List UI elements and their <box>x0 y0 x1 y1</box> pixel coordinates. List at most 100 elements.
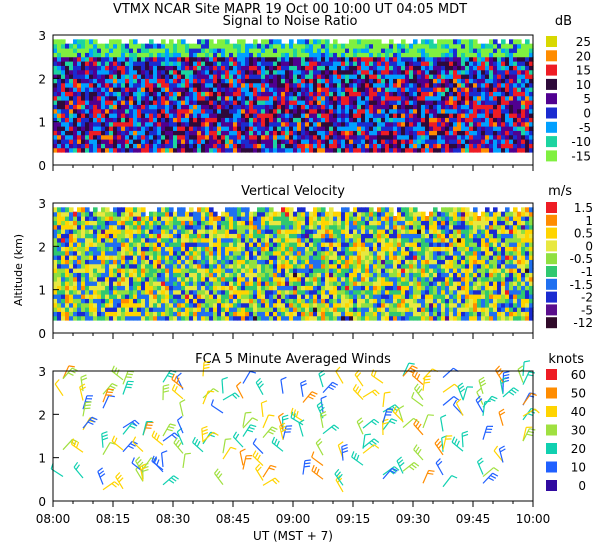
heat-cell <box>105 43 110 49</box>
heat-cell <box>297 147 302 153</box>
heat-cell <box>309 259 314 265</box>
heat-cell <box>189 311 194 317</box>
heat-cell <box>257 78 262 84</box>
heat-cell <box>413 143 418 149</box>
heat-cell <box>185 298 190 304</box>
heat-cell <box>105 237 110 243</box>
heat-cell <box>297 117 302 123</box>
heat-cell <box>345 56 350 62</box>
heat-cell <box>277 233 282 239</box>
heat-cell <box>57 69 62 75</box>
heat-cell <box>241 147 246 153</box>
heat-cell <box>265 263 270 269</box>
heat-cell <box>93 285 98 291</box>
heat-cell <box>333 211 338 217</box>
heat-cell <box>189 87 194 92</box>
heat-cell <box>245 48 250 53</box>
heat-cell <box>365 82 370 88</box>
heat-cell <box>317 289 322 295</box>
heat-cell <box>241 134 246 140</box>
heat-cell <box>285 294 290 299</box>
heat-cell <box>317 276 322 282</box>
heat-cell <box>405 121 410 127</box>
heat-cell <box>341 117 346 123</box>
heat-cell <box>341 134 346 140</box>
heat-cell <box>285 147 290 153</box>
heat-cell <box>525 61 530 66</box>
heat-cell <box>345 100 350 105</box>
heat-cell <box>121 229 126 234</box>
heat-cell <box>309 311 314 317</box>
heat-cell <box>493 130 498 136</box>
heat-cell <box>133 113 138 118</box>
heat-cell <box>353 100 358 105</box>
heat-cell <box>277 268 282 273</box>
heat-cell <box>201 139 206 144</box>
heat-cell <box>65 216 70 221</box>
heat-cell <box>133 272 138 278</box>
heat-cell <box>141 211 146 217</box>
heat-cell <box>229 237 234 243</box>
heat-cell <box>129 104 134 110</box>
heat-cell <box>289 61 294 66</box>
heat-cell <box>201 276 206 282</box>
heat-cell <box>101 216 106 221</box>
heat-cell <box>469 139 474 144</box>
heat-cell <box>253 52 258 58</box>
heat-cell <box>317 211 322 217</box>
heat-cell <box>125 302 130 308</box>
heat-cell <box>237 315 242 321</box>
heat-cell <box>513 134 518 140</box>
heat-cell <box>93 100 98 105</box>
heat-cell <box>429 78 434 84</box>
heat-cell <box>353 48 358 53</box>
heat-cell <box>285 143 290 149</box>
heat-cell <box>141 134 146 140</box>
heat-cell <box>133 104 138 110</box>
heat-cell <box>309 250 314 256</box>
heat-cell <box>417 121 422 127</box>
heat-cell <box>221 43 226 49</box>
heat-cell <box>289 91 294 97</box>
heat-cell <box>113 211 118 217</box>
heat-cell <box>109 263 114 269</box>
heat-cell <box>281 263 286 269</box>
heat-cell <box>177 216 182 221</box>
heat-cell <box>421 95 426 101</box>
heat-cell <box>525 95 530 101</box>
heat-cell <box>61 87 66 92</box>
heat-cell <box>493 65 498 71</box>
heat-cell <box>301 91 306 97</box>
heat-cell <box>93 233 98 239</box>
heat-cell <box>61 113 66 118</box>
heat-cell <box>193 302 198 308</box>
heat-cell <box>73 78 78 84</box>
heat-cell <box>193 69 198 75</box>
heat-cell <box>165 272 170 278</box>
heat-cell <box>305 216 310 221</box>
heat-cell <box>397 82 402 88</box>
heat-cell <box>237 74 242 79</box>
heat-cell <box>65 121 70 127</box>
heat-cell <box>217 121 222 127</box>
heat-cell <box>141 207 146 213</box>
heat-cell <box>53 87 58 92</box>
heat-cell <box>213 82 218 88</box>
heat-cell <box>301 315 306 321</box>
heat-cell <box>285 250 290 256</box>
heat-cell <box>77 126 82 131</box>
heat-cell <box>65 130 70 136</box>
heat-cell <box>309 108 314 114</box>
heat-cell <box>157 220 162 226</box>
heat-cell <box>265 143 270 149</box>
heat-cell <box>381 108 386 114</box>
heat-cell <box>157 95 162 101</box>
heat-cell <box>265 74 270 79</box>
heat-cell <box>153 95 158 101</box>
heat-cell <box>241 130 246 136</box>
heat-cell <box>309 268 314 273</box>
heat-cell <box>309 56 314 62</box>
heat-cell <box>297 69 302 75</box>
heat-cell <box>129 255 134 260</box>
heat-cell <box>477 43 482 49</box>
